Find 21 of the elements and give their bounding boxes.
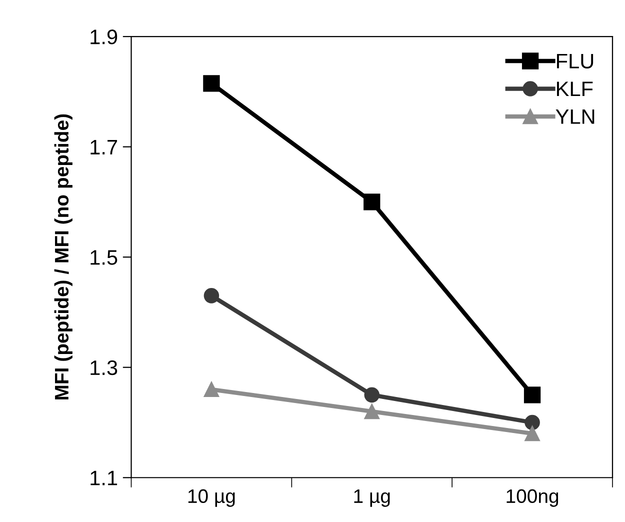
y-tick-label: 1.1 [90,470,118,486]
point [524,414,540,430]
x-tick-label: 10 µg [188,489,235,507]
x-tick-label: 1 µg [354,489,390,507]
point [364,194,380,210]
legend-label: FLU [557,54,594,69]
y-axis-title: MFI (peptide) / MFI (no peptide) [54,114,72,400]
y-tick-label: 1.5 [90,250,118,265]
point [524,426,540,442]
point [524,386,541,404]
point [364,387,380,403]
point [204,288,220,304]
point [203,75,220,92]
legend-label: YLN [556,109,594,124]
y-tick-label: 1.7 [90,140,118,154]
y-tick-label: 1.3 [90,360,118,376]
y-tick-label: 1.9 [90,30,118,44]
legend-label: KLF [557,82,593,96]
point [364,404,380,420]
x-tick-label: 100ng [506,489,558,507]
point [204,382,220,398]
